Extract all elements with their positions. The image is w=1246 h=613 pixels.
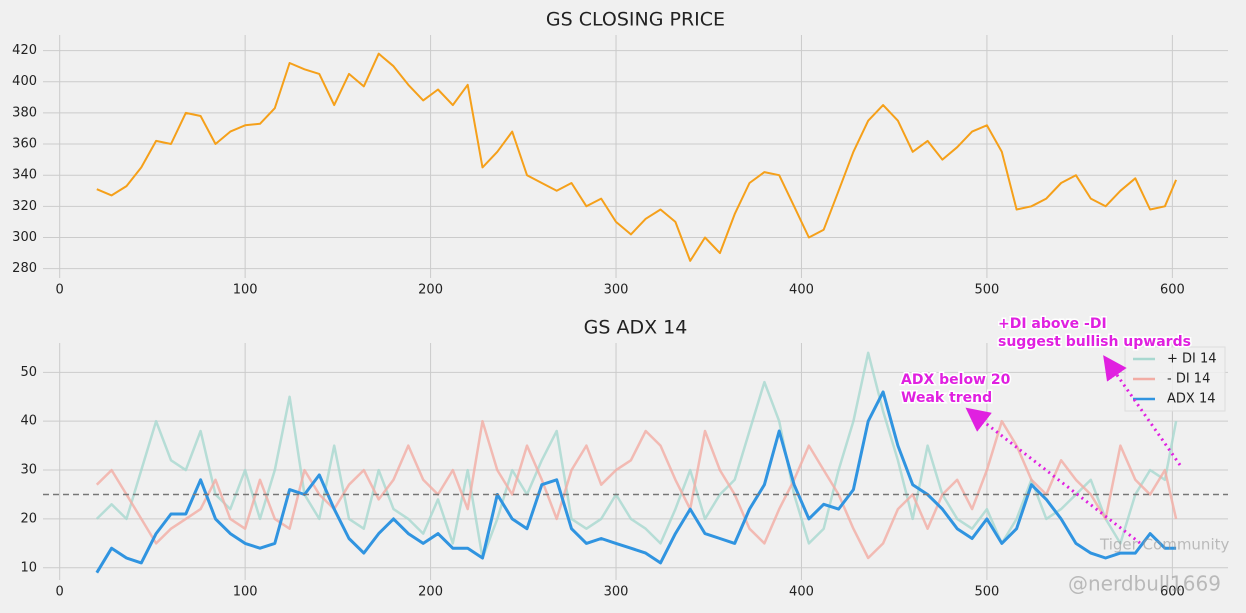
line-series	[96, 52, 1178, 262]
annotation: +DI above -DI	[998, 316, 1107, 332]
watermark: @nerdbull1669	[1068, 572, 1221, 596]
watermark: Tiger Community	[1099, 536, 1229, 554]
x-tick-label: 400	[789, 585, 814, 600]
y-tick-label: 340	[12, 168, 37, 183]
x-tick-label: 300	[604, 283, 629, 298]
y-tick-label: 50	[20, 365, 37, 380]
line-series	[95, 419, 1178, 560]
annotation: ADX below 20	[901, 372, 1011, 388]
y-tick-label: 360	[12, 137, 37, 152]
arrow	[965, 407, 1141, 545]
legend-label: ADX 14	[1167, 392, 1215, 407]
legend-label: - DI 14	[1167, 372, 1210, 387]
y-tick-label: 30	[20, 463, 37, 478]
x-tick-label: 100	[233, 585, 258, 600]
y-tick-label: 320	[12, 199, 37, 214]
y-tick-label: 40	[20, 414, 37, 429]
y-tick-label: 280	[12, 261, 37, 276]
chart-title: GS ADX 14	[584, 317, 688, 339]
x-tick-label: 500	[975, 283, 1000, 298]
y-tick-label: 380	[12, 105, 37, 120]
line-series	[95, 390, 1177, 574]
x-tick-label: 600	[1160, 283, 1185, 298]
x-tick-label: 200	[418, 585, 443, 600]
y-tick-label: 400	[12, 74, 37, 89]
arrow	[1103, 355, 1182, 466]
y-tick-label: 420	[12, 43, 37, 58]
annotation: Weak trend	[901, 390, 992, 406]
x-tick-label: 600	[1160, 585, 1185, 600]
x-tick-label: 0	[56, 585, 64, 600]
y-tick-label: 300	[12, 230, 37, 245]
annotation: suggest bullish upwards	[998, 334, 1191, 350]
x-tick-label: 0	[56, 283, 64, 298]
legend-label: + DI 14	[1167, 352, 1217, 367]
y-tick-label: 20	[20, 511, 37, 526]
x-tick-label: 100	[233, 283, 258, 298]
y-tick-label: 10	[20, 560, 37, 575]
x-tick-label: 500	[975, 585, 1000, 600]
x-tick-label: 300	[604, 585, 629, 600]
x-tick-label: 400	[789, 283, 814, 298]
x-tick-label: 200	[418, 283, 443, 298]
chart-title: GS CLOSING PRICE	[546, 9, 725, 31]
